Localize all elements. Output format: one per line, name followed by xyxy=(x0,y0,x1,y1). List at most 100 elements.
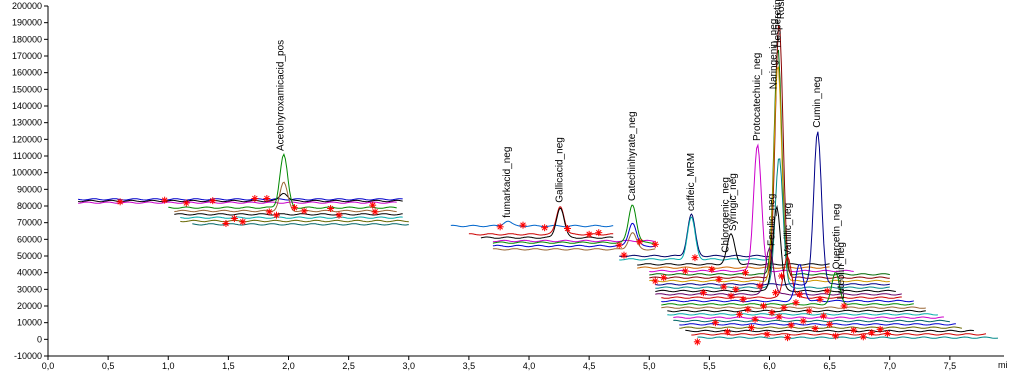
x-tick-label: 2,5 xyxy=(342,361,355,371)
x-tick-label: 3,0 xyxy=(402,361,415,371)
x-axis-unit-label: mi xyxy=(998,360,1008,370)
trace-line-1 xyxy=(78,192,403,203)
asterisk-stroke xyxy=(793,299,799,306)
trace-line-23 xyxy=(649,66,890,283)
asterisk-stroke xyxy=(497,224,503,230)
asterisk-stroke xyxy=(682,268,689,274)
asterisk-stroke xyxy=(817,296,823,303)
asterisk-stroke xyxy=(595,229,602,236)
asterisk-marker xyxy=(868,329,876,337)
x-tick-label: 5,0 xyxy=(643,361,656,371)
asterisk-marker xyxy=(741,269,749,277)
asterisk-stroke xyxy=(800,318,806,324)
asterisk-marker xyxy=(799,317,807,325)
asterisk-marker xyxy=(784,334,792,342)
asterisk-marker xyxy=(116,198,124,206)
y-tick-label: 50000 xyxy=(17,251,42,261)
asterisk-marker xyxy=(840,302,848,310)
asterisk-stroke xyxy=(252,195,258,202)
asterisk-marker xyxy=(595,229,603,237)
asterisk-stroke xyxy=(183,200,190,206)
asterisk-stroke xyxy=(223,220,229,227)
asterisk-marker xyxy=(780,304,788,312)
y-tick-label: -10000 xyxy=(14,351,42,361)
y-tick-label: 100000 xyxy=(12,168,42,178)
asterisk-stroke xyxy=(266,209,273,215)
asterisk-stroke xyxy=(772,289,779,296)
asterisk-marker xyxy=(563,225,571,232)
asterisk-stroke xyxy=(336,212,342,218)
asterisk-stroke xyxy=(784,334,791,341)
asterisk-marker xyxy=(708,265,716,273)
x-tick-label: 3,5 xyxy=(463,361,476,371)
asterisk-stroke xyxy=(692,254,698,261)
asterisk-stroke xyxy=(231,215,238,222)
asterisk-stroke xyxy=(860,334,867,340)
asterisk-stroke xyxy=(788,322,794,328)
asterisk-marker xyxy=(727,292,735,300)
asterisk-marker xyxy=(876,325,884,333)
asterisk-stroke xyxy=(812,325,819,332)
y-tick-label: 80000 xyxy=(17,201,42,211)
trace-line-26 xyxy=(655,204,896,293)
y-tick-label: 190000 xyxy=(12,18,42,28)
trace-line-32 xyxy=(667,309,926,313)
asterisk-stroke xyxy=(733,286,739,293)
asterisk-marker xyxy=(230,215,238,222)
peak-label: Vanillic_neg xyxy=(783,203,794,256)
x-tick-label: 1,5 xyxy=(222,361,235,371)
asterisk-stroke xyxy=(240,219,246,225)
trace-line-18 xyxy=(637,232,830,266)
peak-label: Naringenin_neg xyxy=(769,19,780,90)
asterisk-marker xyxy=(796,290,804,298)
asterisk-stroke xyxy=(757,283,763,289)
asterisk-marker xyxy=(739,295,747,303)
trace-line-16 xyxy=(619,213,770,258)
asterisk-stroke xyxy=(652,278,659,284)
peak-label: Quercetin_neg xyxy=(831,204,842,270)
asterisk-marker xyxy=(772,289,780,297)
trace-line-27 xyxy=(655,246,902,296)
asterisk-stroke xyxy=(564,225,571,232)
asterisk-stroke xyxy=(291,204,298,211)
asterisk-marker xyxy=(723,328,731,336)
trace-line-30 xyxy=(661,272,914,306)
asterisk-marker xyxy=(759,302,767,310)
asterisk-stroke xyxy=(796,291,803,298)
asterisk-marker xyxy=(711,319,719,327)
asterisk-stroke xyxy=(209,197,216,204)
asterisk-stroke xyxy=(868,329,875,336)
y-tick-label: 10000 xyxy=(17,318,42,328)
peak-label: Protocatechuic_neg xyxy=(752,53,763,141)
asterisk-stroke xyxy=(884,330,891,337)
asterisk-marker xyxy=(823,287,831,295)
asterisk-stroke xyxy=(586,231,592,238)
asterisk-marker xyxy=(182,199,190,207)
x-tick-label: 7,0 xyxy=(884,361,897,371)
asterisk-marker xyxy=(832,332,840,340)
asterisk-stroke xyxy=(660,274,667,281)
asterisk-stroke xyxy=(541,224,548,231)
asterisk-stroke xyxy=(621,252,627,258)
y-tick-label: 150000 xyxy=(12,84,42,94)
y-tick-label: 200000 xyxy=(12,1,42,11)
y-tick-label: 30000 xyxy=(17,284,42,294)
asterisk-marker xyxy=(735,310,743,318)
y-tick-label: 20000 xyxy=(17,301,42,311)
asterisk-stroke xyxy=(716,276,722,283)
asterisk-marker xyxy=(693,338,701,346)
asterisk-stroke xyxy=(736,311,743,318)
asterisk-stroke xyxy=(652,241,659,248)
asterisk-marker xyxy=(751,315,759,323)
y-tick-label: 170000 xyxy=(12,51,42,61)
asterisk-marker xyxy=(496,223,504,231)
asterisk-marker xyxy=(660,274,668,282)
trace-line-14 xyxy=(492,222,656,248)
asterisk-stroke xyxy=(764,331,770,338)
asterisk-marker xyxy=(371,208,379,216)
asterisk-marker xyxy=(222,220,230,227)
trace-line-31 xyxy=(661,306,926,309)
asterisk-stroke xyxy=(117,199,123,205)
peak-label: Rosmarinic_neg xyxy=(776,0,787,19)
